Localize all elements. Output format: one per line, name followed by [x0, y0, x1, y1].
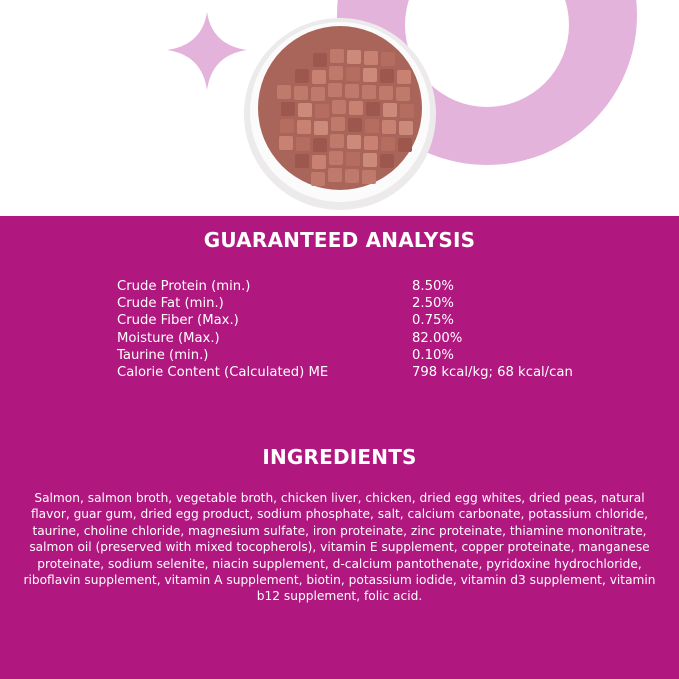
food-chunk [379, 86, 393, 100]
food-chunk [397, 70, 411, 84]
nutrient-label: Crude Fat (min.) [117, 296, 224, 312]
nutrient-label: Taurine (min.) [117, 347, 209, 363]
food-chunk [366, 102, 380, 116]
food-chunk [298, 103, 312, 117]
food-chunk [346, 67, 360, 81]
nutrient-label: Crude Protein (min.) [117, 279, 251, 294]
food-chunk [311, 87, 325, 101]
food-chunk [396, 87, 410, 101]
food-chunk [312, 70, 326, 84]
food-chunk [295, 154, 309, 168]
food-chunk [312, 155, 326, 169]
food-chunk [347, 135, 361, 149]
food-chunk [383, 103, 397, 117]
food-chunk [349, 101, 363, 115]
nutrient-label: Crude Fiber (Max.) [117, 313, 239, 329]
ingredients-title: INGREDIENTS [262, 445, 417, 469]
food-chunk [331, 117, 345, 131]
food-chunk [294, 86, 308, 100]
food-chunk [347, 50, 361, 64]
food-chunk [364, 136, 378, 150]
nutrient-value: 0.10% [412, 347, 454, 363]
food-chunk [348, 118, 362, 132]
food-chunk [381, 137, 395, 151]
food-chunk [281, 102, 295, 116]
food-chunk [313, 53, 327, 67]
food-bowl-image [244, 18, 436, 210]
hero-graphic [167, 0, 637, 210]
food-chunk [280, 119, 294, 133]
food-chunk [279, 136, 293, 150]
nutrient-label: Calorie Content (Calculated) ME [117, 365, 329, 381]
nutrient-value: 0.75% [412, 313, 454, 329]
food-chunk [362, 85, 376, 99]
food-chunk [363, 153, 377, 167]
food-chunk [277, 85, 291, 99]
food-chunk [380, 69, 394, 83]
food-chunk [380, 154, 394, 168]
nutrient-value: 8.50% [412, 279, 454, 294]
analysis-row: Moisture (Max.) 82.00% [117, 330, 573, 347]
food-chunk [328, 83, 342, 97]
nutrient-label: Moisture (Max.) [117, 330, 220, 346]
food-chunk [313, 138, 327, 152]
analysis-row: Calorie Content (Calculated) ME 798 kcal/… [117, 364, 573, 381]
food-chunk [329, 66, 343, 80]
food-chunk [399, 121, 413, 135]
nutrient-value: 798 kcal/kg; 68 kcal/can [412, 365, 573, 381]
food-chunk [345, 84, 359, 98]
analysis-row: Crude Fat (min.) 2.50% [117, 295, 573, 312]
food-chunk [362, 170, 376, 184]
food-chunk [330, 49, 344, 63]
food-chunk [363, 68, 377, 82]
food-chunk [330, 134, 344, 148]
sparkle-icon [167, 12, 247, 90]
food-chunk [296, 137, 310, 151]
food-chunk [315, 104, 329, 118]
analysis-table: Crude Protein (min.) 8.50% Crude Fat (min.… [117, 278, 573, 381]
hero-section [0, 0, 679, 216]
guaranteed-analysis-title: GUARANTEED ANALYSIS [203, 228, 476, 252]
nutrient-value: 82.00% [412, 330, 463, 346]
food-chunk [345, 169, 359, 183]
ingredients-text: Salmon, salmon broth, vegetable broth, c… [23, 491, 656, 604]
food-chunk [381, 52, 395, 66]
food-chunk [400, 104, 414, 118]
food-chunk [365, 119, 379, 133]
info-panel [0, 216, 679, 679]
food-chunk [382, 120, 396, 134]
analysis-row: Taurine (min.) 0.10% [117, 347, 573, 364]
food-chunk [297, 120, 311, 134]
food-chunk [346, 152, 360, 166]
food-chunk [398, 138, 412, 152]
food-chunk [329, 151, 343, 165]
food-chunk [332, 100, 346, 114]
analysis-row: Crude Fiber (Max.) 0.75% [117, 312, 573, 329]
food-chunk [364, 51, 378, 65]
food-chunk [311, 172, 325, 186]
food-chunk [328, 168, 342, 182]
nutrient-value: 2.50% [412, 296, 454, 312]
food-chunk [295, 69, 309, 83]
food-chunk [314, 121, 328, 135]
analysis-row: Crude Protein (min.) 8.50% [117, 278, 573, 295]
